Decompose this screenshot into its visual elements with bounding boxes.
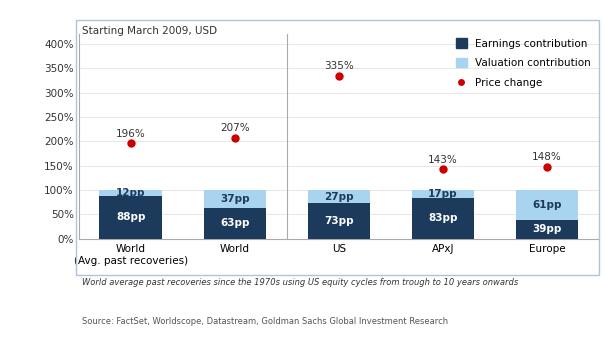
Bar: [203, 190, 266, 208]
Text: Source: FactSet, Worldscope, Datastream, Goldman Sachs Global Investment Researc: Source: FactSet, Worldscope, Datastream,…: [82, 317, 448, 326]
Bar: [203, 208, 266, 239]
Text: 207%: 207%: [220, 123, 249, 133]
Text: 196%: 196%: [116, 129, 146, 139]
Text: 39pp: 39pp: [532, 224, 561, 234]
Bar: [411, 198, 474, 239]
Text: 88pp: 88pp: [116, 212, 145, 222]
Text: 143%: 143%: [428, 155, 458, 165]
Bar: [99, 190, 162, 196]
Text: 335%: 335%: [324, 61, 354, 71]
Text: 17pp: 17pp: [428, 189, 457, 199]
Text: 37pp: 37pp: [220, 194, 249, 204]
Text: 27pp: 27pp: [324, 192, 353, 202]
Text: World average past recoveries since the 1970s using US equity cycles from trough: World average past recoveries since the …: [82, 278, 518, 287]
Bar: [411, 190, 474, 198]
Text: 148%: 148%: [532, 152, 562, 162]
Text: 61pp: 61pp: [532, 200, 561, 210]
Bar: [515, 220, 578, 239]
Text: 12pp: 12pp: [116, 188, 145, 198]
Bar: [307, 203, 370, 239]
Text: Starting March 2009, USD: Starting March 2009, USD: [82, 26, 217, 35]
Bar: [307, 190, 370, 203]
Bar: [515, 190, 578, 220]
Legend: Earnings contribution, Valuation contribution, Price change: Earnings contribution, Valuation contrib…: [453, 35, 594, 91]
Text: 73pp: 73pp: [324, 216, 353, 226]
Bar: [99, 196, 162, 239]
Text: 63pp: 63pp: [220, 218, 249, 228]
Text: 83pp: 83pp: [428, 213, 457, 223]
